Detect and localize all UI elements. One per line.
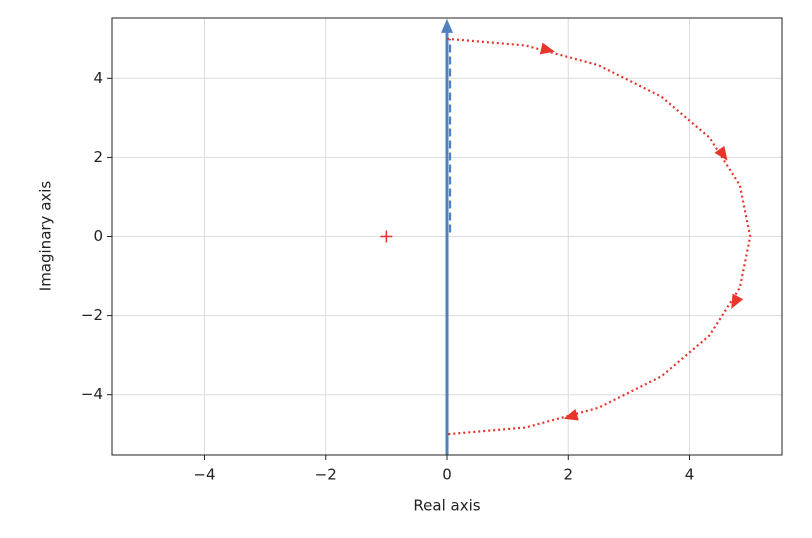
- y-tick-label: −4: [81, 385, 103, 403]
- y-tick-label: 4: [93, 69, 103, 87]
- direction-arrow: [731, 293, 744, 309]
- x-tick-label: −4: [193, 466, 215, 484]
- direction-arrow: [714, 145, 728, 161]
- direction-arrow: [563, 408, 579, 421]
- y-tick-label: −2: [81, 306, 103, 324]
- nyquist-curve: [446, 37, 752, 436]
- y-tick-label: 0: [93, 227, 103, 245]
- y-axis-label: Imaginary axis: [37, 181, 55, 292]
- x-tick-label: 0: [442, 466, 452, 484]
- x-tick-label: 2: [563, 466, 573, 484]
- direction-arrow: [539, 42, 555, 55]
- arrow-head: [441, 18, 453, 33]
- pole-marker: [380, 230, 393, 243]
- x-tick-label: −2: [315, 466, 337, 484]
- x-axis-label: Real axis: [413, 497, 480, 515]
- plot-frame: [111, 17, 783, 456]
- x-tick-label: 4: [685, 466, 695, 484]
- y-tick-label: 2: [93, 148, 103, 166]
